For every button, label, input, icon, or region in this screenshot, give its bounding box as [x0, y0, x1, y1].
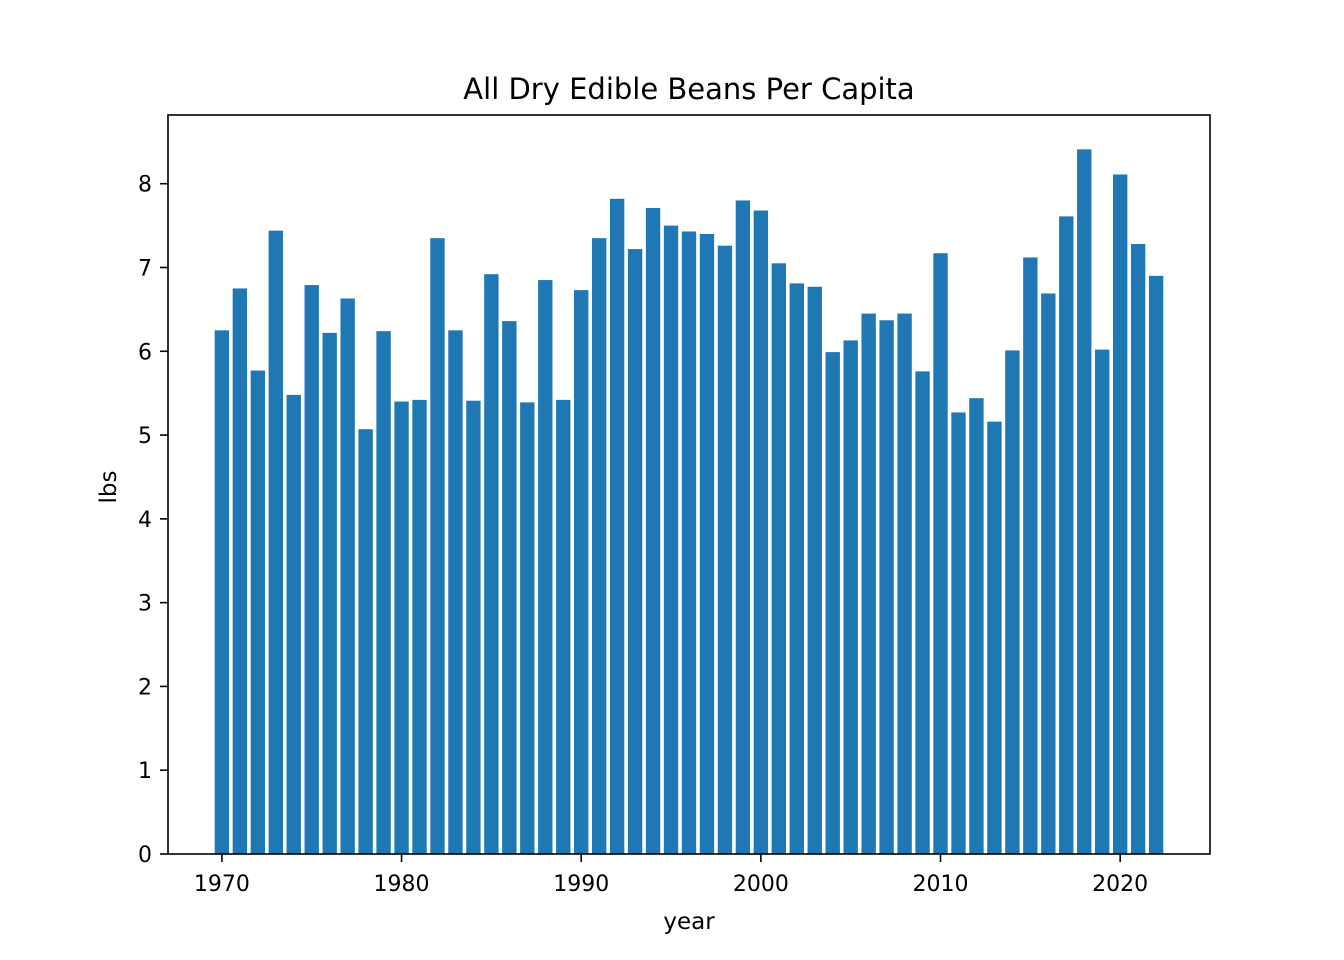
bar-1982 — [430, 238, 445, 855]
x-axis-label: year — [663, 909, 715, 935]
bar-1970 — [214, 330, 230, 855]
bar-2022 — [1148, 275, 1164, 854]
bar-1975 — [304, 285, 319, 855]
bar-2003 — [807, 286, 822, 854]
bar-1985 — [484, 274, 499, 854]
bar-2000 — [753, 210, 769, 854]
x-tick-label-1990: 1990 — [553, 872, 609, 897]
y-tick-label-4: 4 — [138, 508, 152, 533]
bar-2013 — [987, 421, 1002, 854]
bar-1981 — [412, 399, 427, 854]
bar-1977 — [340, 298, 355, 854]
bar-2008 — [897, 313, 912, 854]
bar-2019 — [1095, 349, 1110, 854]
bar-1990 — [574, 290, 589, 854]
y-tick-label-7: 7 — [138, 256, 152, 281]
x-tick-label-1980: 1980 — [374, 872, 430, 897]
y-tick-label-5: 5 — [138, 424, 152, 449]
bar-2007 — [879, 320, 894, 854]
bar-1979 — [376, 331, 391, 854]
bar-1993 — [627, 249, 643, 854]
bar-2016 — [1041, 293, 1056, 855]
bar-2001 — [771, 263, 787, 854]
y-tick-label-2: 2 — [138, 675, 152, 700]
bar-1973 — [268, 230, 283, 854]
bar-1988 — [538, 280, 553, 854]
bar-1996 — [681, 231, 697, 854]
x-tick-label-2000: 2000 — [733, 872, 789, 897]
bar-1995 — [663, 225, 679, 855]
bar-2021 — [1130, 244, 1146, 854]
bar-2004 — [825, 352, 840, 854]
bar-1991 — [591, 238, 607, 855]
bar-1972 — [250, 370, 266, 854]
bar-1989 — [556, 399, 571, 854]
bar-2014 — [1005, 350, 1020, 854]
bar-1998 — [717, 245, 733, 854]
bar-1994 — [645, 208, 661, 854]
x-tick-label-2020: 2020 — [1092, 872, 1148, 897]
bar-2017 — [1059, 216, 1074, 854]
bar-2015 — [1023, 257, 1038, 854]
bar-1997 — [699, 233, 715, 855]
bar-1974 — [286, 394, 301, 854]
bar-2011 — [951, 412, 966, 854]
chart-title: All Dry Edible Beans Per Capita — [463, 72, 914, 106]
bar-1986 — [502, 321, 517, 854]
y-tick-label-1: 1 — [138, 759, 152, 784]
bars-group — [214, 149, 1164, 855]
x-axis-ticks: 1970 1980 1990 2000 2010 2020 — [194, 854, 1148, 897]
x-tick-label-2010: 2010 — [913, 872, 969, 897]
x-tick-label-1970: 1970 — [194, 872, 250, 897]
bar-2018 — [1077, 149, 1092, 855]
bar-1999 — [735, 200, 751, 854]
y-tick-label-8: 8 — [138, 173, 152, 198]
bar-2010 — [933, 253, 948, 854]
y-axis-ticks: 0 1 2 3 4 5 6 7 8 — [138, 173, 168, 868]
bar-2002 — [789, 283, 804, 854]
bar-1971 — [232, 288, 248, 854]
plot-frame — [167, 114, 1211, 855]
bar-2020 — [1112, 174, 1128, 855]
bar-2012 — [969, 398, 984, 854]
bar-1980 — [394, 401, 409, 854]
bar-2005 — [843, 340, 858, 854]
bar-1984 — [466, 400, 481, 854]
bar-1992 — [609, 198, 625, 855]
bar-1983 — [448, 330, 463, 855]
bar-1976 — [322, 332, 337, 855]
bar-2009 — [915, 371, 930, 854]
bar-2006 — [861, 313, 876, 854]
y-tick-label-6: 6 — [138, 340, 152, 365]
bar-1987 — [520, 402, 535, 854]
y-axis-label: lbs — [96, 471, 122, 504]
bar-1978 — [358, 429, 373, 854]
y-tick-label-0: 0 — [138, 843, 152, 868]
y-tick-label-3: 3 — [138, 592, 152, 617]
